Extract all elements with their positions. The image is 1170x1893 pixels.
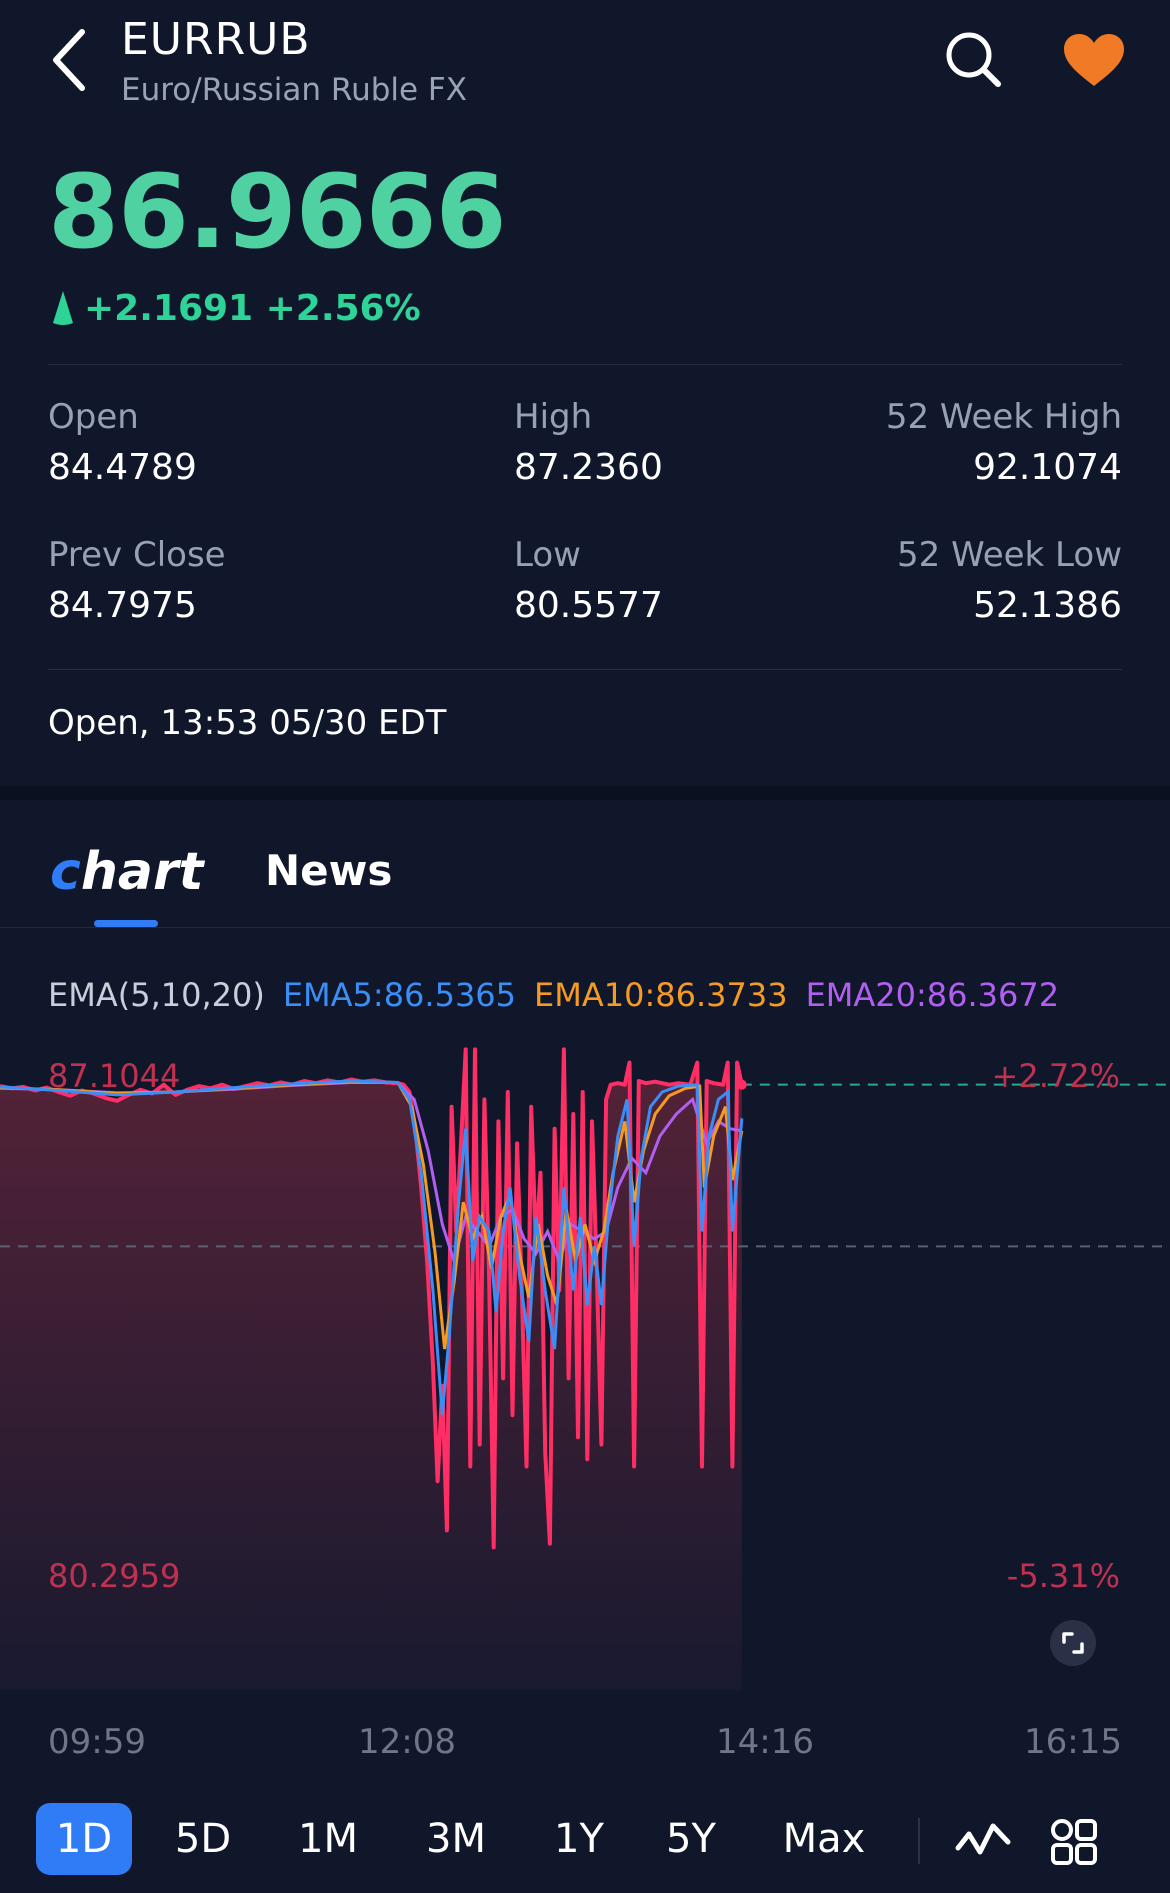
range-5y-button[interactable]: 5Y [666,1816,716,1862]
week52-high-value: 92.1074 [973,447,1122,488]
divider [0,927,1170,928]
heart-icon[interactable] [1062,32,1126,88]
ema5-value: EMA5:86.5365 [282,976,517,1014]
ema10-value: EMA10:86.3733 [534,976,788,1014]
y-bottom-label: 80.2959 [48,1557,180,1595]
active-tab-indicator [94,920,158,927]
low-value: 80.5577 [514,585,663,626]
chart-logo-c: c [50,842,81,902]
open-label: Open [48,397,139,437]
up-triangle-icon [53,291,73,325]
market-status: Open, 13:53 05/30 EDT [48,703,447,743]
grid-icon[interactable] [1050,1818,1098,1866]
divider [918,1818,920,1864]
indicator-legend[interactable]: EMA(5,10,20) EMA5:86.5365 EMA10:86.3733 … [48,976,1059,1014]
prev-close-label: Prev Close [48,535,226,575]
chevron-left-icon[interactable] [50,28,90,92]
ema-label: EMA(5,10,20) [48,976,265,1014]
x-tick-label: 12:08 [358,1722,456,1762]
price-change-row: +2.1691 +2.56% [52,286,421,330]
last-price: 86.9666 [48,153,507,272]
expand-icon[interactable] [1050,1620,1096,1666]
x-tick-label: 14:16 [716,1722,814,1762]
pct-bottom-label: -5.31% [1007,1557,1120,1595]
divider [48,364,1122,365]
last-price-dot [736,1079,747,1090]
line-chart-icon[interactable] [955,1818,1011,1866]
x-tick-label: 16:15 [1024,1722,1122,1762]
range-3m-button[interactable]: 3M [426,1816,486,1862]
price-chart[interactable]: 87.1044 80.2959 +2.72% -5.31% [0,1010,1170,1700]
range-max-button[interactable]: Max [782,1816,866,1862]
range-1y-button[interactable]: 1Y [554,1816,604,1862]
high-label: High [514,397,593,437]
open-value: 84.4789 [48,447,197,488]
pct-top-label: +2.72% [992,1057,1120,1095]
range-5d-button[interactable]: 5D [174,1816,232,1862]
week52-low-value: 52.1386 [973,585,1122,626]
price-change: +2.1691 +2.56% [84,287,421,329]
price-line [0,1047,744,1550]
week52-high-label: 52 Week High [885,397,1122,437]
symbol-title: EURRUB [121,14,311,65]
range-1m-button[interactable]: 1M [298,1816,358,1862]
tab-chart[interactable]: chart [50,842,203,902]
low-label: Low [514,535,581,575]
ema20-value: EMA20:86.3672 [805,976,1060,1014]
section-separator [0,786,1170,800]
high-value: 87.2360 [514,447,663,488]
range-1d-button[interactable]: 1D [36,1803,132,1875]
tab-chart-label: hart [80,842,204,902]
ema5-line [0,1079,744,1416]
divider [48,669,1122,670]
prev-close-value: 84.7975 [48,585,197,626]
week52-low-label: 52 Week Low [897,535,1122,575]
search-icon[interactable] [944,30,1002,88]
tab-news[interactable]: News [265,846,393,895]
x-tick-label: 09:59 [48,1722,146,1762]
instrument-name: Euro/Russian Ruble FX [121,72,467,108]
y-top-label: 87.1044 [48,1057,180,1095]
